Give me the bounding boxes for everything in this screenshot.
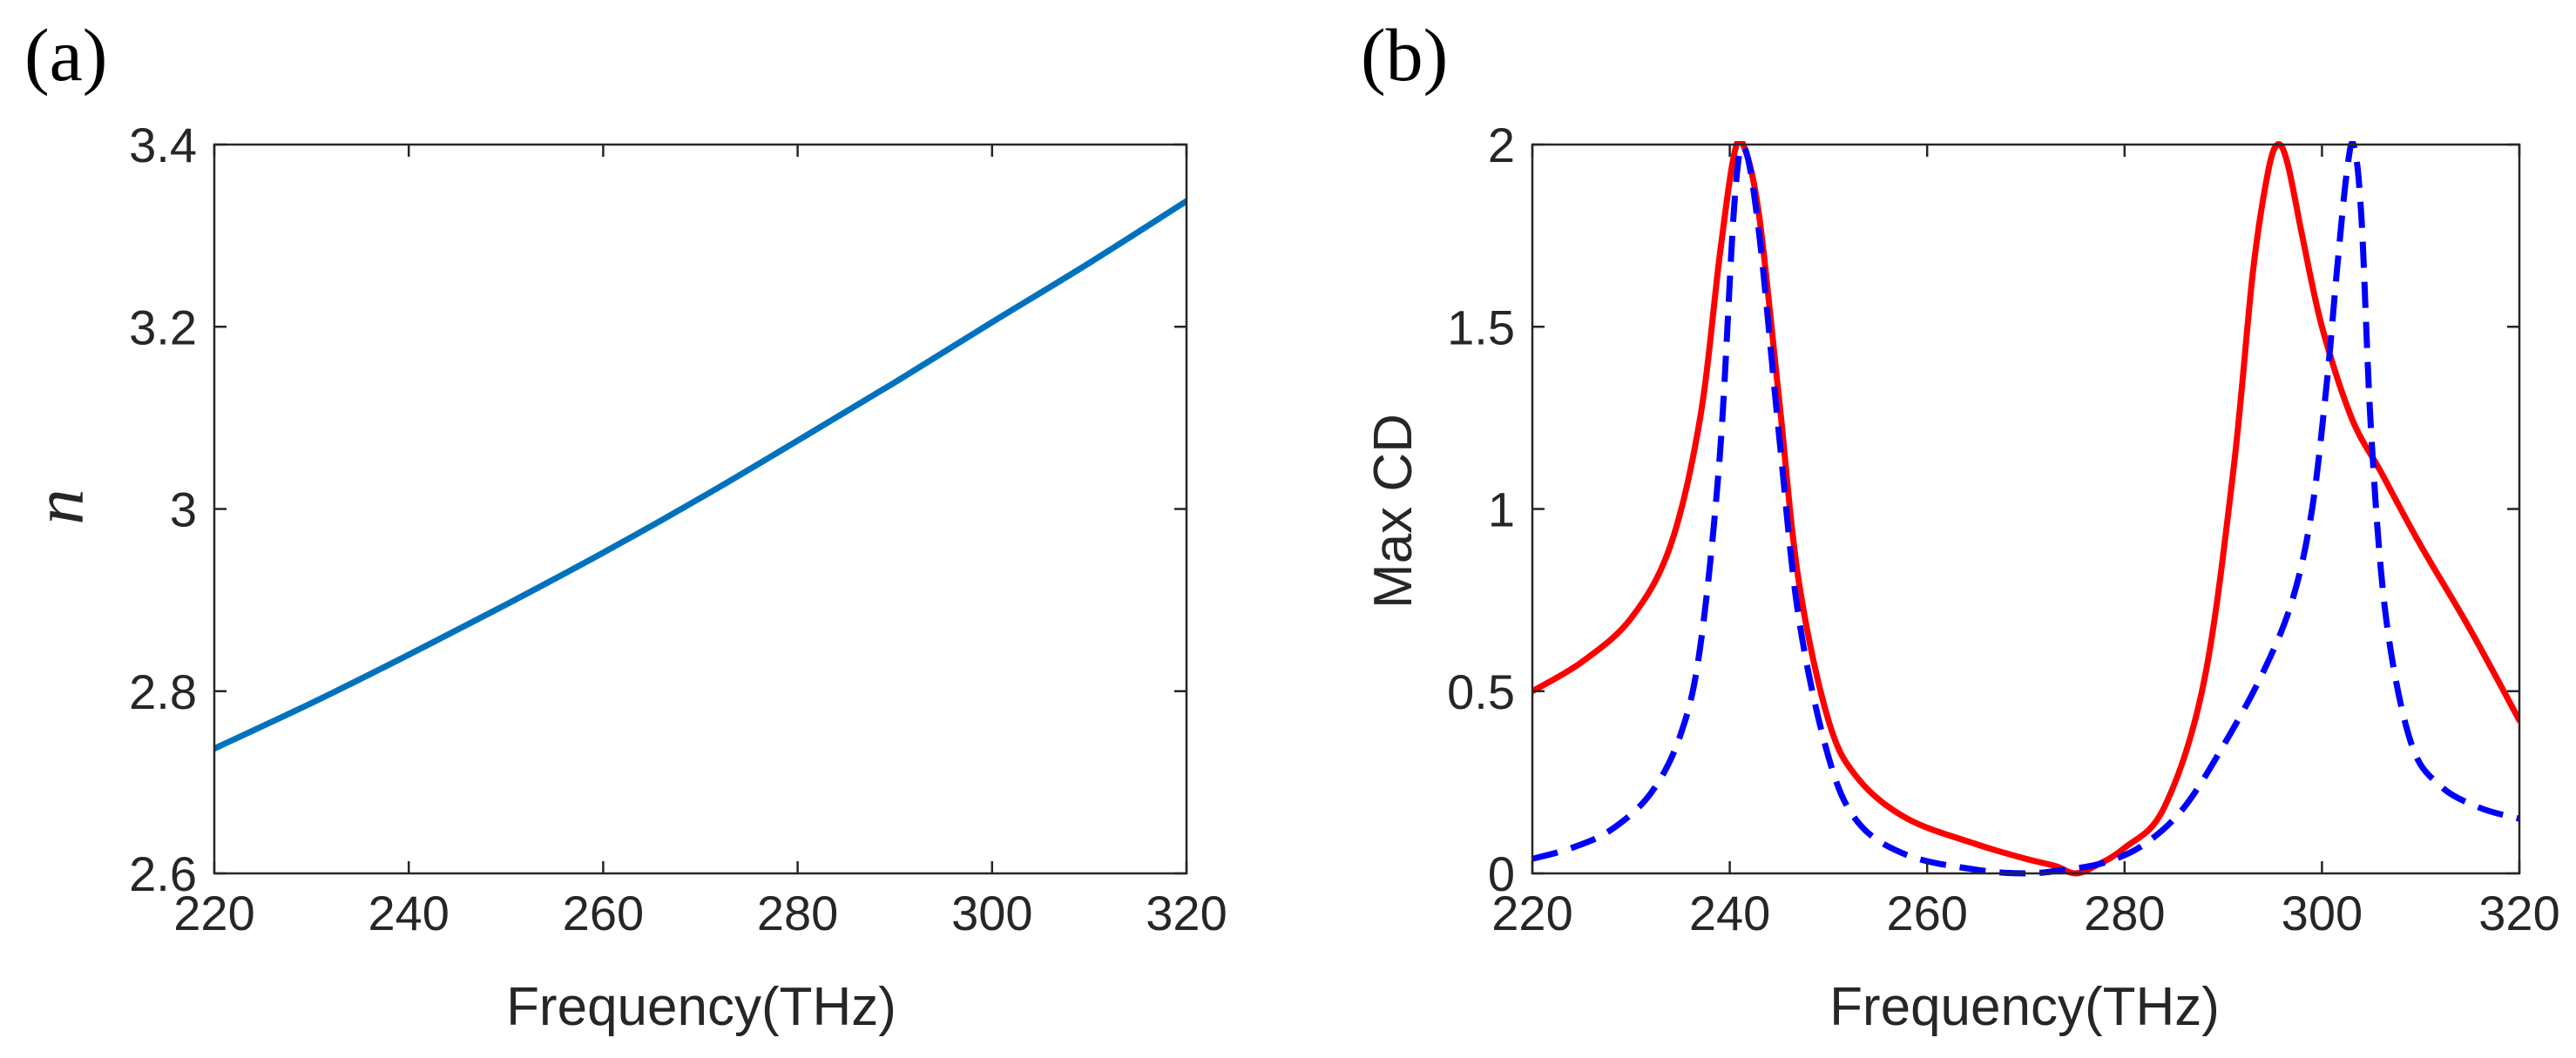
panel-a-xtick-label: 300	[951, 886, 1032, 940]
panel-b-xtick-label: 300	[2282, 886, 2363, 940]
panel-a-ylabel: n	[19, 489, 98, 525]
panel-b-xtick-label: 260	[1886, 886, 1967, 940]
panel-a-ytick-label: 2.8	[129, 664, 197, 719]
panel-a-xtick-label: 220	[173, 886, 254, 940]
panel-a: (a) 220 240 260 280 300 320 2.6 2.8 3 3.2 3.4 Freq…	[19, 13, 1227, 1037]
panel-a-ytick-label: 3	[170, 482, 197, 537]
panel-b-ytick-label: 1.5	[1447, 300, 1515, 354]
panel-b-xlabel: Frequency(THz)	[1829, 977, 2220, 1037]
panel-b-label: (b)	[1361, 13, 1448, 97]
panel-b-plot-area: 220 240 260 280 300 320 0 0.5 1 1.5 2	[1447, 118, 2560, 940]
panel-a-ytick-label: 3.2	[129, 300, 197, 354]
panel-a-series-1-line	[214, 198, 1187, 752]
panel-b: (b) 220 240 260 280 300 320 0 0.5 1 1.5 2 Frequenc…	[1361, 13, 2560, 1037]
panel-a-xlabel: Frequency(THz)	[506, 977, 896, 1037]
panel-a-xtick-label: 320	[1146, 886, 1227, 940]
panel-b-ytick-label: 0.5	[1447, 664, 1515, 719]
panel-b-ytick-label: 1	[1488, 482, 1515, 537]
panel-a-xtick-label: 240	[368, 886, 449, 940]
panel-b-xtick-label: 220	[1491, 886, 1572, 940]
panel-a-label: (a)	[24, 13, 107, 97]
panel-a-ytick-label: 2.6	[129, 846, 197, 901]
panel-b-ylabel: Max CD	[1363, 414, 1423, 609]
panel-a-xtick-label: 280	[757, 886, 838, 940]
panel-b-ytick-label: 2	[1488, 118, 1515, 172]
panel-a-ytick-label: 3.4	[129, 118, 197, 172]
panel-a-xtick-label: 260	[563, 886, 644, 940]
panel-b-xtick-label: 280	[2084, 886, 2165, 940]
panel-a-plot-area: 220 240 260 280 300 320 2.6 2.8 3 3.2 3.4	[129, 118, 1227, 940]
panel-b-ytick-label: 0	[1488, 846, 1515, 901]
panel-b-xtick-label: 320	[2478, 886, 2559, 940]
panel-b-xtick-label: 240	[1689, 886, 1770, 940]
